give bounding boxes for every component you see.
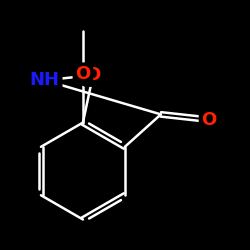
Text: O: O xyxy=(85,66,100,84)
Text: NH: NH xyxy=(30,71,60,89)
Text: O: O xyxy=(75,65,90,83)
Text: O: O xyxy=(202,111,217,129)
